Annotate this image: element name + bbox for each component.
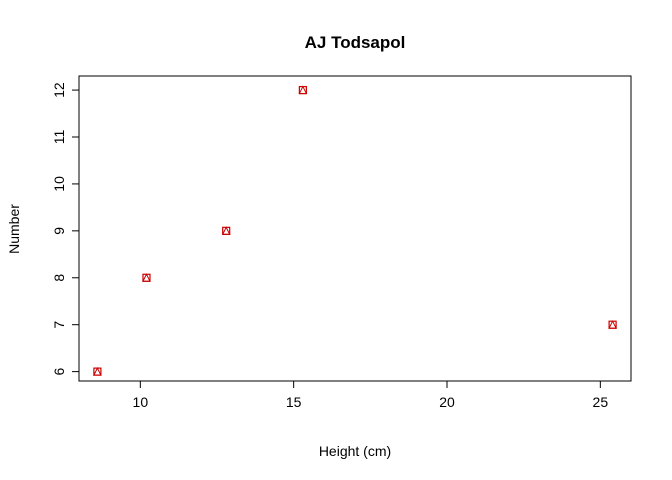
y-tick-label-1: 7 — [51, 321, 67, 329]
y-tick-label-6: 12 — [51, 82, 67, 98]
data-point — [221, 226, 231, 235]
chart-title: AJ Todsapol — [305, 33, 406, 52]
y-axis: 6 7 8 9 10 11 12 — [51, 82, 79, 376]
data-point — [608, 320, 617, 329]
y-tick-label-0: 6 — [51, 368, 67, 376]
data-point — [142, 273, 151, 282]
y-tick-label-4: 10 — [51, 176, 67, 192]
data-point — [298, 85, 308, 95]
x-tick-label-0: 10 — [133, 394, 149, 410]
x-tick-label-1: 15 — [286, 394, 302, 410]
y-axis-label: Number — [6, 204, 22, 254]
data-points — [93, 85, 617, 376]
data-point — [93, 366, 102, 376]
x-tick-label-3: 25 — [593, 394, 609, 410]
x-axis: 10 15 20 25 — [133, 381, 609, 410]
y-tick-label-5: 11 — [51, 130, 67, 145]
y-tick-label-3: 9 — [51, 227, 67, 235]
y-tick-label-2: 8 — [51, 274, 67, 282]
x-axis-label: Height (cm) — [319, 443, 391, 459]
plot-frame — [78, 75, 632, 382]
x-tick-label-2: 20 — [439, 394, 455, 410]
